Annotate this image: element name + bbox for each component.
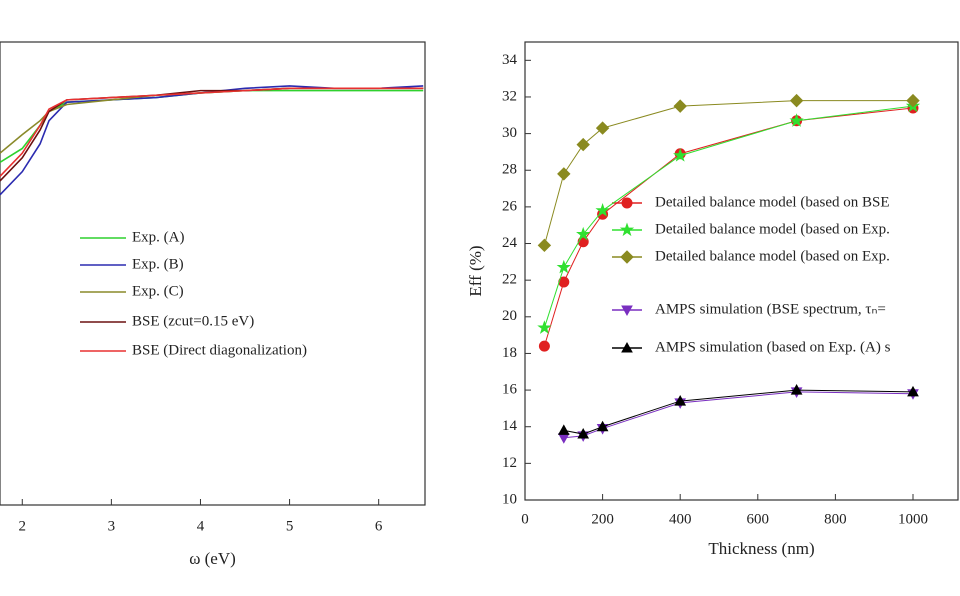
series-line bbox=[563, 391, 914, 439]
x-tick-label: 4 bbox=[197, 518, 205, 534]
legend-label: Exp. (B) bbox=[132, 256, 184, 272]
marker bbox=[907, 385, 919, 397]
y-tick-label: 16 bbox=[502, 382, 518, 398]
legend-marker bbox=[621, 305, 633, 317]
marker bbox=[673, 148, 688, 162]
legend-marker bbox=[619, 222, 635, 237]
marker bbox=[576, 137, 590, 152]
series-line bbox=[0, 87, 424, 177]
legend-label: Detailed balance model (based on BSE bbox=[655, 194, 890, 210]
legend-label: Detailed balance model (based on Exp. bbox=[655, 221, 890, 237]
y-tick-label: 20 bbox=[502, 308, 517, 324]
y-tick-label: 10 bbox=[502, 491, 517, 507]
legend-label: Exp. (C) bbox=[132, 283, 184, 299]
plot-frame bbox=[524, 41, 959, 501]
y-tick-label: 22 bbox=[502, 272, 517, 288]
series-line bbox=[563, 389, 914, 435]
y-tick-label: 30 bbox=[502, 125, 517, 141]
x-tick-label: 6 bbox=[375, 518, 383, 534]
marker bbox=[790, 384, 803, 395]
marker bbox=[595, 203, 610, 217]
marker bbox=[576, 226, 591, 241]
marker bbox=[556, 259, 571, 274]
chart-panel: 0 200 400 600 800 1000 10 12 14 16 18 20 22 24 26 28 30 3… bbox=[466, 41, 959, 558]
legend-label: BSE (zcut=0.15 eV) bbox=[132, 313, 254, 329]
marker bbox=[537, 238, 552, 253]
y-tick-label: 32 bbox=[502, 88, 517, 104]
y-tick-label: 14 bbox=[502, 418, 518, 434]
legend-marker bbox=[620, 250, 634, 264]
x-tick-label: 600 bbox=[747, 511, 770, 527]
x-tick-label: 0 bbox=[521, 511, 529, 527]
x-axis-label: ω (eV) bbox=[189, 549, 236, 568]
y-tick-label: 18 bbox=[502, 345, 517, 361]
marker bbox=[595, 121, 610, 135]
plot-frame bbox=[0, 41, 426, 506]
legend-marker bbox=[621, 197, 633, 209]
legend-label: AMPS simulation (based on Exp. (A) s bbox=[655, 339, 891, 355]
y-tick-label: 28 bbox=[502, 162, 517, 178]
x-tick-label: 3 bbox=[108, 518, 116, 534]
y-axis-label: Eff (%) bbox=[466, 245, 485, 296]
legend-label: Detailed balance model (based on Exp. bbox=[655, 248, 890, 264]
legend-marker bbox=[621, 341, 633, 353]
marker bbox=[557, 433, 570, 444]
legend-label: AMPS simulation (BSE spectrum, τₙ= bbox=[655, 301, 886, 317]
x-tick-label: 1000 bbox=[898, 511, 928, 527]
marker bbox=[674, 395, 687, 406]
series-line bbox=[0, 87, 424, 154]
x-tick-label: 5 bbox=[286, 518, 294, 534]
marker bbox=[596, 420, 609, 432]
marker bbox=[557, 167, 571, 181]
marker bbox=[538, 340, 550, 352]
legend-label: Exp. (A) bbox=[132, 229, 185, 245]
chart-panel: 2 3 4 5 6 ω (eV) Exp. (A) Exp. (B) Exp. (C) BSE (… bbox=[0, 41, 426, 568]
marker bbox=[673, 99, 687, 113]
y-tick-label: 24 bbox=[502, 235, 518, 251]
x-tick-label: 400 bbox=[669, 511, 692, 527]
y-tick-label: 12 bbox=[502, 455, 517, 471]
legend-label: BSE (Direct diagonalization) bbox=[132, 342, 307, 358]
x-tick-label: 200 bbox=[591, 511, 614, 527]
marker bbox=[789, 93, 804, 108]
x-tick-label: 2 bbox=[19, 518, 27, 534]
marker bbox=[557, 424, 570, 435]
marker bbox=[537, 320, 552, 334]
y-tick-label: 26 bbox=[502, 198, 518, 214]
marker bbox=[577, 428, 590, 439]
marker bbox=[906, 93, 920, 108]
marker bbox=[789, 113, 804, 127]
y-tick-label: 34 bbox=[502, 52, 518, 68]
x-tick-label: 800 bbox=[824, 511, 847, 527]
x-axis-label: Thickness (nm) bbox=[708, 539, 814, 558]
